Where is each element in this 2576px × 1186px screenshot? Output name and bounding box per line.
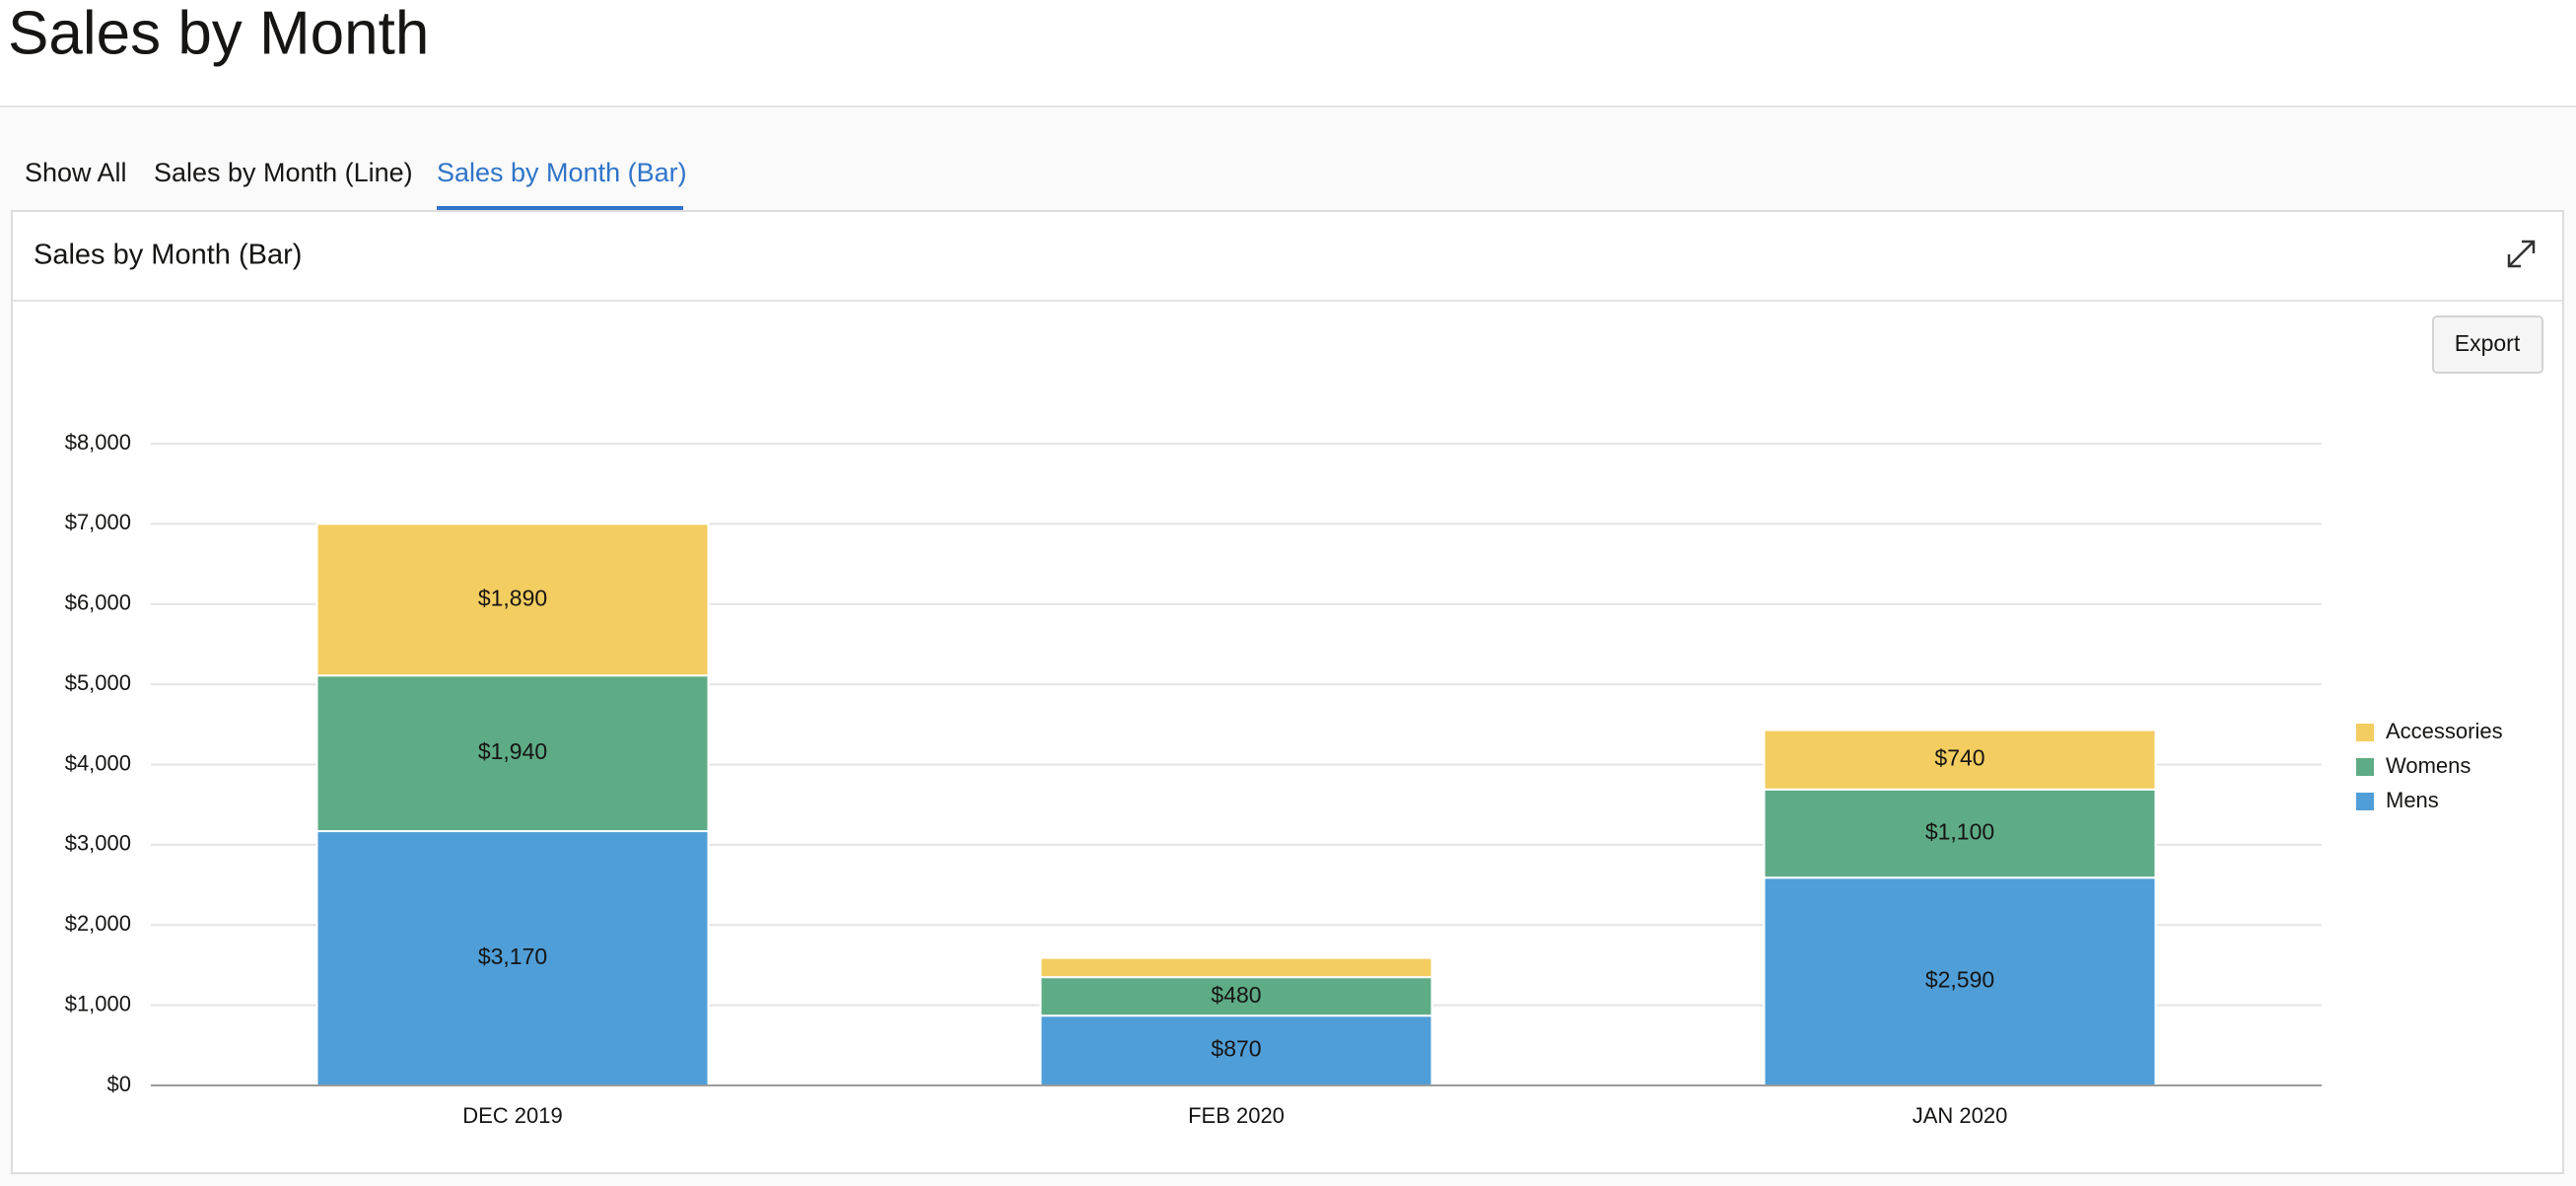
y-tick-label: $5,000 [65,670,131,695]
legend-label: Womens [2386,753,2471,778]
tab-underline [437,206,683,210]
bar-segment [315,830,710,1086]
y-tick-label: $8,000 [65,430,131,454]
export-label: Export [2455,330,2521,356]
bar-segment [1763,788,2157,879]
value-label: $870 [1211,1036,1261,1062]
y-tick-label: $3,000 [65,831,131,856]
legend-swatch [2356,793,2374,810]
x-tick-label: JAN 2020 [1913,1103,2008,1128]
bar-segment [1763,729,2157,791]
x-tick-label: FEB 2020 [1188,1103,1285,1128]
page-title: Sales by Month [8,0,429,67]
bar-segment [315,674,710,833]
expand-icon[interactable] [2507,240,2536,268]
chart: $0 $1,000 $2,000 $3,000 $4,000 $5,000 $6,000 $7… [65,430,2503,1128]
bar-segment [1763,876,2157,1087]
bar-segment [1039,956,1433,979]
x-tick-label: DEC 2019 [462,1103,563,1128]
y-tick-label: $0 [107,1072,131,1096]
y-tick-label: $7,000 [65,510,131,534]
legend-label: Accessories [2386,719,2503,743]
y-tick-label: $1,000 [65,991,131,1015]
legend-label: Mens [2386,788,2439,812]
value-label: $740 [1934,745,1984,771]
bar-segment [315,523,710,677]
value-label: $3,170 [478,943,547,969]
legend-swatch [2356,724,2374,741]
value-label: $1,100 [1925,819,1994,845]
value-label: $480 [1211,982,1261,1008]
value-label: $1,940 [478,738,547,764]
legend-swatch [2356,758,2374,776]
y-tick-label: $6,000 [65,591,131,615]
tab-active[interactable]: Sales by Month (Bar) [437,158,687,187]
value-label: $1,890 [478,585,547,610]
y-tick-label: $2,000 [65,911,131,936]
region-title: Sales by Month (Bar) [34,240,302,271]
value-label: $2,590 [1925,967,1994,993]
tab[interactable]: Show All [25,158,127,187]
y-tick-label: $4,000 [65,750,131,775]
tab[interactable]: Sales by Month (Line) [154,158,413,187]
export-button[interactable] [2432,315,2543,374]
